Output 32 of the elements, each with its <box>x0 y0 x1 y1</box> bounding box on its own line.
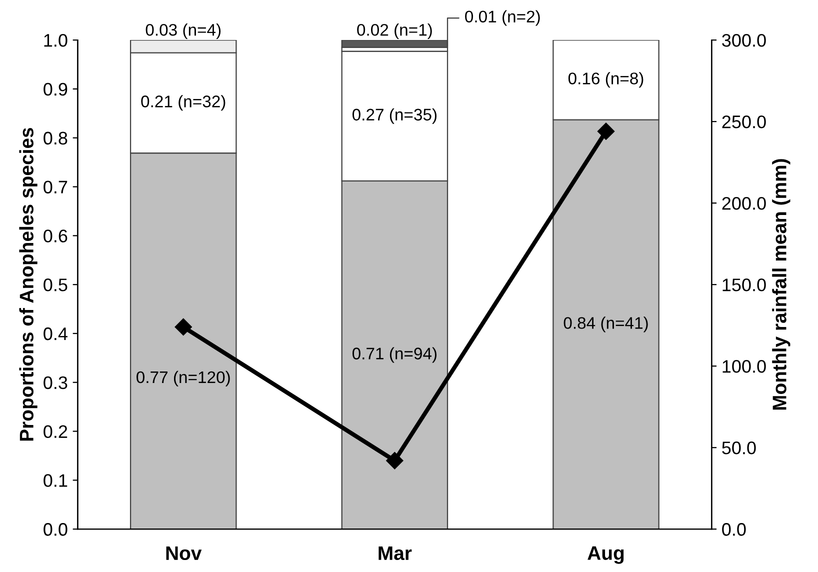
data-label: 0.27 (n=35) <box>352 108 437 124</box>
data-label: 0.03 (n=4) <box>146 24 221 40</box>
y2-tick-label: 250.0 <box>722 115 766 128</box>
data-label: 0.21 (n=32) <box>141 95 226 111</box>
y-tick-label: 0.8 <box>44 132 68 145</box>
y-tick-label: 0.2 <box>44 425 68 438</box>
data-label: 0.77 (n=120) <box>136 370 230 386</box>
data-label: 0.84 (n=41) <box>564 316 648 332</box>
y2-tick-label: 0.0 <box>722 523 746 536</box>
y2-tick-label: 50.0 <box>722 442 756 454</box>
data-label: 0.71 (n=94) <box>352 347 437 363</box>
y-tick-label: 0.3 <box>44 376 68 390</box>
y-tick-label: 1.0 <box>44 34 68 47</box>
y-tick-label: 0.7 <box>44 180 68 194</box>
y2-axis-title: Monthly rainfall mean (mm) <box>772 159 790 410</box>
y-tick-label: 0.5 <box>44 278 68 292</box>
y-tick-label: 0.0 <box>44 523 68 536</box>
y2-tick-label: 150.0 <box>722 278 766 292</box>
x-tick-label: Mar <box>378 546 412 560</box>
y2-tick-label: 200.0 <box>722 196 766 210</box>
y2-tick-label: 300.0 <box>722 34 766 47</box>
data-label: 0.01 (n=2) <box>465 10 540 26</box>
y-tick-label: 0.9 <box>44 82 68 96</box>
x-tick-label: Nov <box>166 546 202 560</box>
y-tick-label: 0.4 <box>44 327 68 340</box>
y-tick-label: 0.6 <box>44 230 68 242</box>
y-tick-label: 0.1 <box>44 474 68 487</box>
data-label: 0.02 (n=1) <box>357 24 432 40</box>
y-axis-title: Proportions of Anopheles species <box>19 128 38 441</box>
y2-tick-label: 100.0 <box>722 360 766 373</box>
data-label: 0.16 (n=8) <box>568 72 644 88</box>
x-tick-label: Aug <box>588 546 624 564</box>
